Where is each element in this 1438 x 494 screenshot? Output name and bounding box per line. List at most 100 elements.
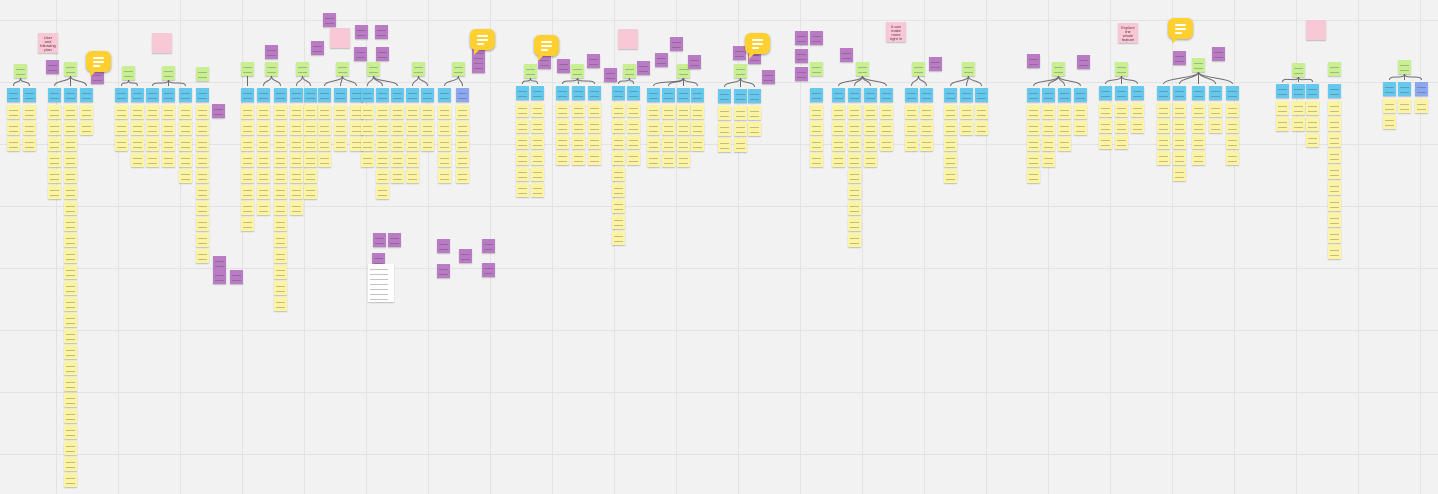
sticky-note[interactable] [718,89,731,103]
sticky-note[interactable] [361,88,374,102]
sticky-note[interactable] [274,297,287,311]
sticky-note[interactable] [421,121,434,135]
sticky-note[interactable] [376,88,389,102]
sticky-note[interactable] [832,88,845,102]
sticky-note[interactable] [196,233,209,247]
sticky-note[interactable] [406,88,419,102]
sticky-note[interactable] [691,88,704,102]
sticky-note[interactable] [64,217,77,231]
sticky-note[interactable] [179,121,192,135]
sticky-note[interactable] [64,441,77,455]
sticky-note[interactable] [257,169,270,183]
pink-sticky-note[interactable]: User and following plan [38,33,58,53]
sticky-note[interactable] [406,169,419,183]
sticky-note[interactable] [241,217,254,231]
sticky-note[interactable] [960,121,973,135]
sticky-note[interactable] [1209,103,1222,117]
sticky-note[interactable] [162,153,175,167]
sticky-note[interactable] [131,121,144,135]
sticky-note[interactable] [122,66,135,80]
sticky-note[interactable] [213,256,226,270]
sticky-note[interactable] [688,55,701,69]
sticky-note[interactable] [647,137,660,151]
sticky-note[interactable] [162,88,175,102]
sticky-note[interactable] [7,105,20,119]
sticky-note[interactable] [1328,197,1341,211]
sticky-note[interactable] [1173,51,1186,65]
sticky-note[interactable] [612,103,625,117]
sticky-note[interactable] [318,88,331,102]
sticky-note[interactable] [531,119,544,133]
sticky-note[interactable] [647,88,660,102]
sticky-note[interactable] [162,121,175,135]
sticky-note[interactable] [810,62,823,76]
sticky-note[interactable] [196,169,209,183]
sticky-note[interactable] [920,88,933,102]
sticky-note[interactable] [179,153,192,167]
sticky-note[interactable] [375,25,388,39]
sticky-note[interactable] [1209,119,1222,133]
sticky-note[interactable] [1099,103,1112,117]
sticky-note[interactable] [196,201,209,215]
sticky-note[interactable] [1306,133,1319,147]
sticky-note[interactable] [944,121,957,135]
sticky-note[interactable] [1099,119,1112,133]
sticky-note[interactable] [662,88,675,102]
sticky-note[interactable] [257,105,270,119]
sticky-note[interactable] [1115,86,1128,100]
sticky-note[interactable] [80,88,93,102]
sticky-note[interactable] [864,88,877,102]
sticky-note[interactable] [437,264,450,278]
sticky-note[interactable] [1328,101,1341,115]
pink-sticky-note[interactable] [618,29,638,49]
sticky-note[interactable] [274,233,287,247]
sticky-note[interactable] [64,361,77,375]
sticky-note[interactable] [960,88,973,102]
pink-sticky-note[interactable] [1306,20,1326,40]
sticky-note[interactable] [880,137,893,151]
sticky-note[interactable] [196,121,209,135]
sticky-note[interactable] [304,137,317,151]
sticky-note[interactable] [456,169,469,183]
sticky-note[interactable] [1226,135,1239,149]
sticky-note[interactable] [131,88,144,102]
sticky-note[interactable] [1074,121,1087,135]
sticky-note[interactable] [734,138,747,152]
sticky-note[interactable] [162,137,175,151]
sticky-note[interactable] [848,233,861,247]
sticky-note[interactable] [64,62,77,76]
sticky-note[interactable] [323,13,336,27]
sticky-note[interactable] [556,135,569,149]
sticky-note[interactable] [290,185,303,199]
sticky-note[interactable] [848,105,861,119]
sticky-note[interactable] [196,153,209,167]
sticky-note[interactable] [274,201,287,215]
sticky-note[interactable] [1209,86,1222,100]
sticky-note[interactable] [944,153,957,167]
sticky-note[interactable] [944,105,957,119]
sticky-note[interactable] [318,153,331,167]
sticky-note[interactable] [354,47,367,61]
comment-bubble-icon[interactable] [534,35,559,61]
sticky-note[interactable] [1415,82,1428,96]
sticky-note[interactable] [179,88,192,102]
sticky-note[interactable] [810,153,823,167]
sticky-note[interactable] [368,264,394,302]
sticky-note[interactable] [421,105,434,119]
sticky-note[interactable] [265,62,278,76]
sticky-note[interactable] [655,53,668,67]
sticky-note[interactable] [391,137,404,151]
sticky-note[interactable] [588,119,601,133]
sticky-note[interactable] [832,137,845,151]
sticky-note[interactable] [350,88,363,102]
sticky-note[interactable] [748,106,761,120]
sticky-note[interactable] [733,46,746,60]
sticky-note[interactable] [1115,62,1128,76]
sticky-note[interactable] [64,329,77,343]
sticky-note[interactable] [516,167,529,181]
sticky-note[interactable] [1077,55,1090,69]
sticky-note[interactable] [64,265,77,279]
sticky-note[interactable] [734,122,747,136]
sticky-note[interactable] [146,153,159,167]
sticky-note[interactable] [376,153,389,167]
